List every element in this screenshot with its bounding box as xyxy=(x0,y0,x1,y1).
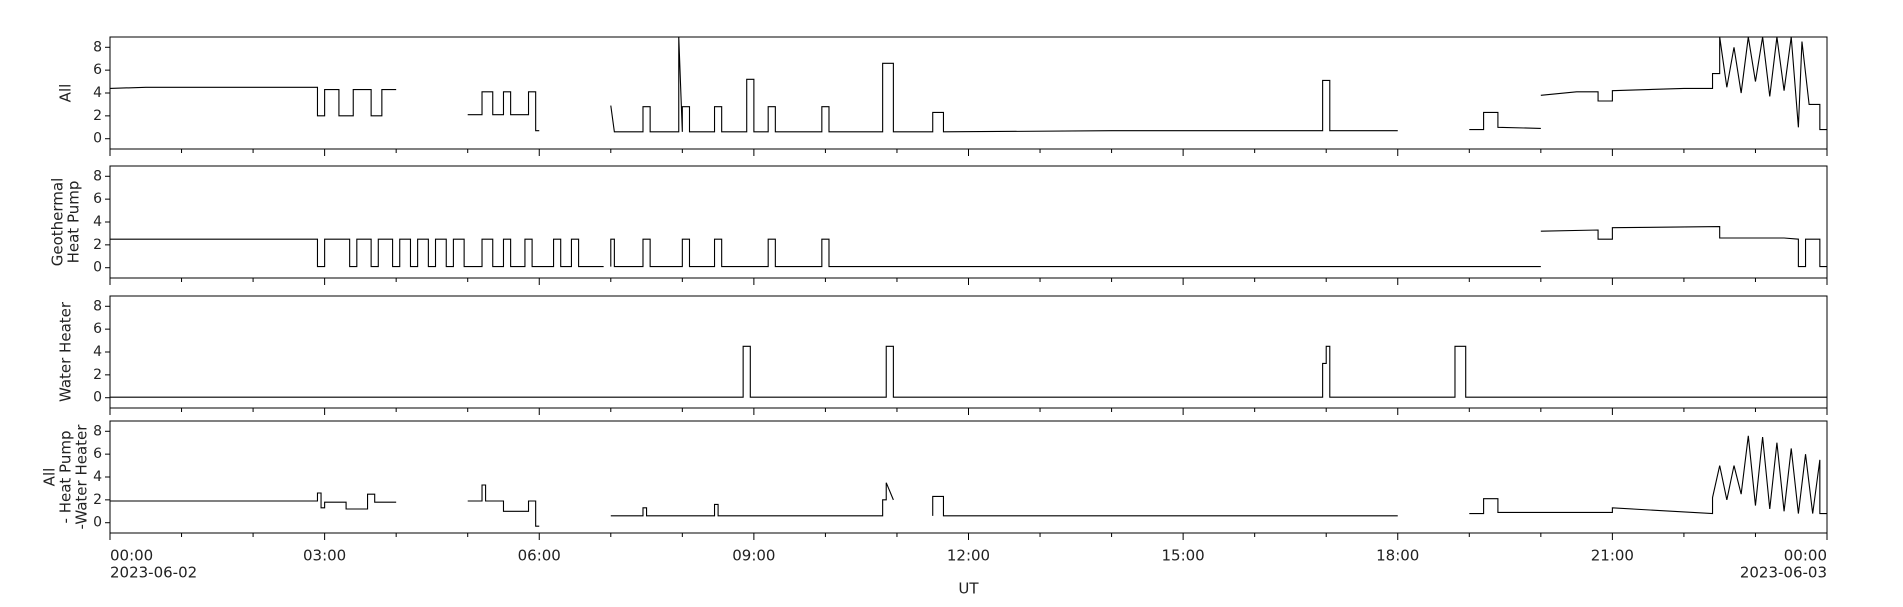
panel-frame xyxy=(109,295,1828,409)
data-line xyxy=(109,36,1827,133)
y-tick-label: 2 xyxy=(93,492,102,508)
x-tick-label: 15:00 xyxy=(1162,547,1205,565)
x-tick-label: 21:00 xyxy=(1591,547,1634,565)
x-tick-label: 03:00 xyxy=(303,547,346,565)
y-tick-label: 0 xyxy=(93,131,102,147)
x-tick-label: 12:00 xyxy=(947,547,990,565)
y-tick-label: 0 xyxy=(93,260,102,276)
y-tick-label: 8 xyxy=(93,168,102,184)
y-tick-label: 2 xyxy=(93,108,102,124)
y-tick-label: 0 xyxy=(93,515,102,531)
y-axis-label: Heat Pump xyxy=(65,181,83,264)
y-tick-label: 2 xyxy=(93,237,102,253)
y-tick-label: 6 xyxy=(93,446,102,462)
y-tick-label: 4 xyxy=(93,85,102,101)
data-line xyxy=(110,435,1827,527)
y-axis-label: Water Heater xyxy=(57,301,75,402)
y-tick-label: 4 xyxy=(93,214,102,230)
y-axis-label: -Water Heater xyxy=(73,424,91,530)
y-axis-label: All xyxy=(41,468,59,487)
y-tick-label: 6 xyxy=(93,321,102,337)
y-tick-label: 4 xyxy=(93,344,102,360)
date-label: 2023-06-02 xyxy=(110,564,197,582)
x-tick-label: 09:00 xyxy=(732,547,775,565)
y-axis-label: - Heat Pump xyxy=(57,431,75,524)
y-tick-label: 8 xyxy=(93,423,102,439)
date-label: 2023-06-03 xyxy=(1740,564,1827,582)
x-tick-label: 18:00 xyxy=(1376,547,1419,565)
data-line xyxy=(110,226,1827,268)
y-axis-label: All xyxy=(57,84,75,103)
y-tick-label: 4 xyxy=(93,469,102,485)
y-tick-label: 6 xyxy=(93,62,102,78)
y-axis-label: Geothermal xyxy=(49,178,67,267)
y-tick-label: 6 xyxy=(93,191,102,207)
y-tick-label: 2 xyxy=(93,367,102,383)
data-line xyxy=(110,345,1827,398)
y-tick-label: 8 xyxy=(93,298,102,314)
y-tick-label: 0 xyxy=(93,390,102,406)
panel-frame xyxy=(109,165,1828,279)
x-tick-label: 00:00 xyxy=(1784,547,1827,565)
x-tick-label: 00:00 xyxy=(110,547,153,565)
x-tick-label: 06:00 xyxy=(518,547,561,565)
y-tick-label: 8 xyxy=(93,39,102,55)
x-axis-label: UT xyxy=(958,580,979,598)
